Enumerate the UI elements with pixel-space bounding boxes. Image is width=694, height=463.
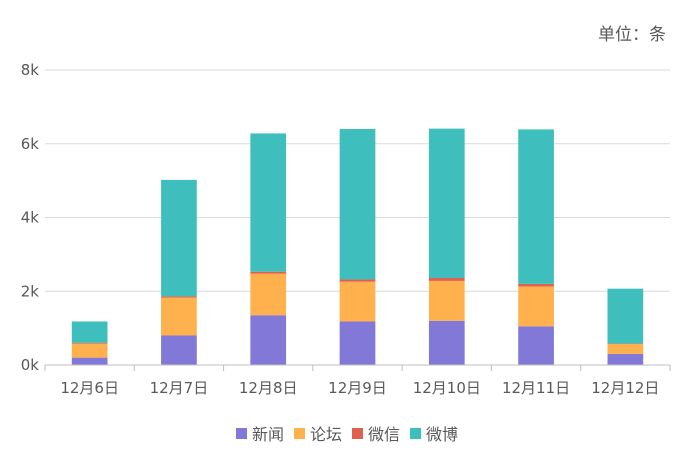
legend-label: 论坛: [309, 425, 342, 444]
y-tick-label: 0k: [21, 356, 40, 374]
axes-group: 0k 2k 4k 6k 8k 12月6日 12月7日 12月8日 12月9日 12月10日 12月1…: [21, 61, 671, 397]
y-tick-label: 6k: [21, 135, 40, 153]
legend-swatch: [293, 427, 305, 439]
x-tick-label: 12月7日: [150, 379, 209, 397]
x-tick-label: 12月11日: [502, 379, 570, 397]
bar-segment: [339, 129, 376, 280]
bar-segment: [339, 321, 376, 365]
bar-segment: [71, 342, 108, 344]
bar-segment: [339, 281, 376, 322]
bar-segment: [250, 133, 287, 272]
legend-item: 论坛: [293, 421, 342, 445]
bar-segment: [518, 129, 554, 284]
legend-swatch: [235, 427, 247, 439]
legend-item: 微信: [352, 421, 400, 445]
bar-segment: [71, 321, 108, 343]
bars-group: [71, 128, 644, 365]
legend: 新闻 论坛 微信 微博: [0, 421, 694, 445]
legend-swatch: [352, 427, 363, 439]
y-tick-label: 8k: [21, 61, 40, 79]
bar-segment: [339, 279, 376, 282]
bar-segment: [428, 277, 465, 281]
bar-segment: [161, 335, 197, 365]
y-tick-label: 2k: [21, 282, 40, 300]
bar-segment: [607, 353, 644, 365]
x-tick-label: 12月10日: [413, 379, 481, 397]
bar-segment: [607, 288, 644, 344]
x-tick-label: 12月9日: [328, 379, 387, 397]
bar-segment: [250, 273, 287, 316]
bar-segment: [250, 271, 287, 274]
bar-segment: [607, 343, 644, 354]
bar-segment: [428, 320, 465, 365]
legend-label: 新闻: [251, 425, 284, 444]
x-tick-label: 12月6日: [60, 379, 119, 397]
unit-label: 单位：条: [598, 25, 666, 45]
bar-segment: [161, 296, 197, 298]
bar-segment: [518, 326, 554, 365]
legend-item: 微博: [410, 421, 458, 445]
bar-segment: [518, 283, 554, 287]
bar-segment: [518, 286, 554, 327]
x-tick-label: 12月12日: [591, 379, 659, 397]
stacked-bar-chart: 0k 2k 4k 6k 8k 12月6日 12月7日 12月8日 12月9日 12月10日 12月1…: [21, 61, 671, 397]
bar-segment: [161, 179, 197, 297]
legend-label: 微博: [426, 425, 459, 444]
bar-segment: [71, 343, 108, 358]
x-tick-label: 12月8日: [239, 379, 298, 397]
bar-segment: [428, 280, 465, 321]
legend-label: 微信: [368, 425, 401, 444]
legend-item: 新闻: [235, 421, 284, 445]
bar-segment: [250, 315, 287, 365]
bar-segment: [71, 357, 108, 365]
y-tick-label: 4k: [21, 209, 40, 227]
bar-segment: [428, 128, 465, 278]
bar-segment: [161, 297, 197, 336]
legend-swatch: [410, 427, 422, 439]
